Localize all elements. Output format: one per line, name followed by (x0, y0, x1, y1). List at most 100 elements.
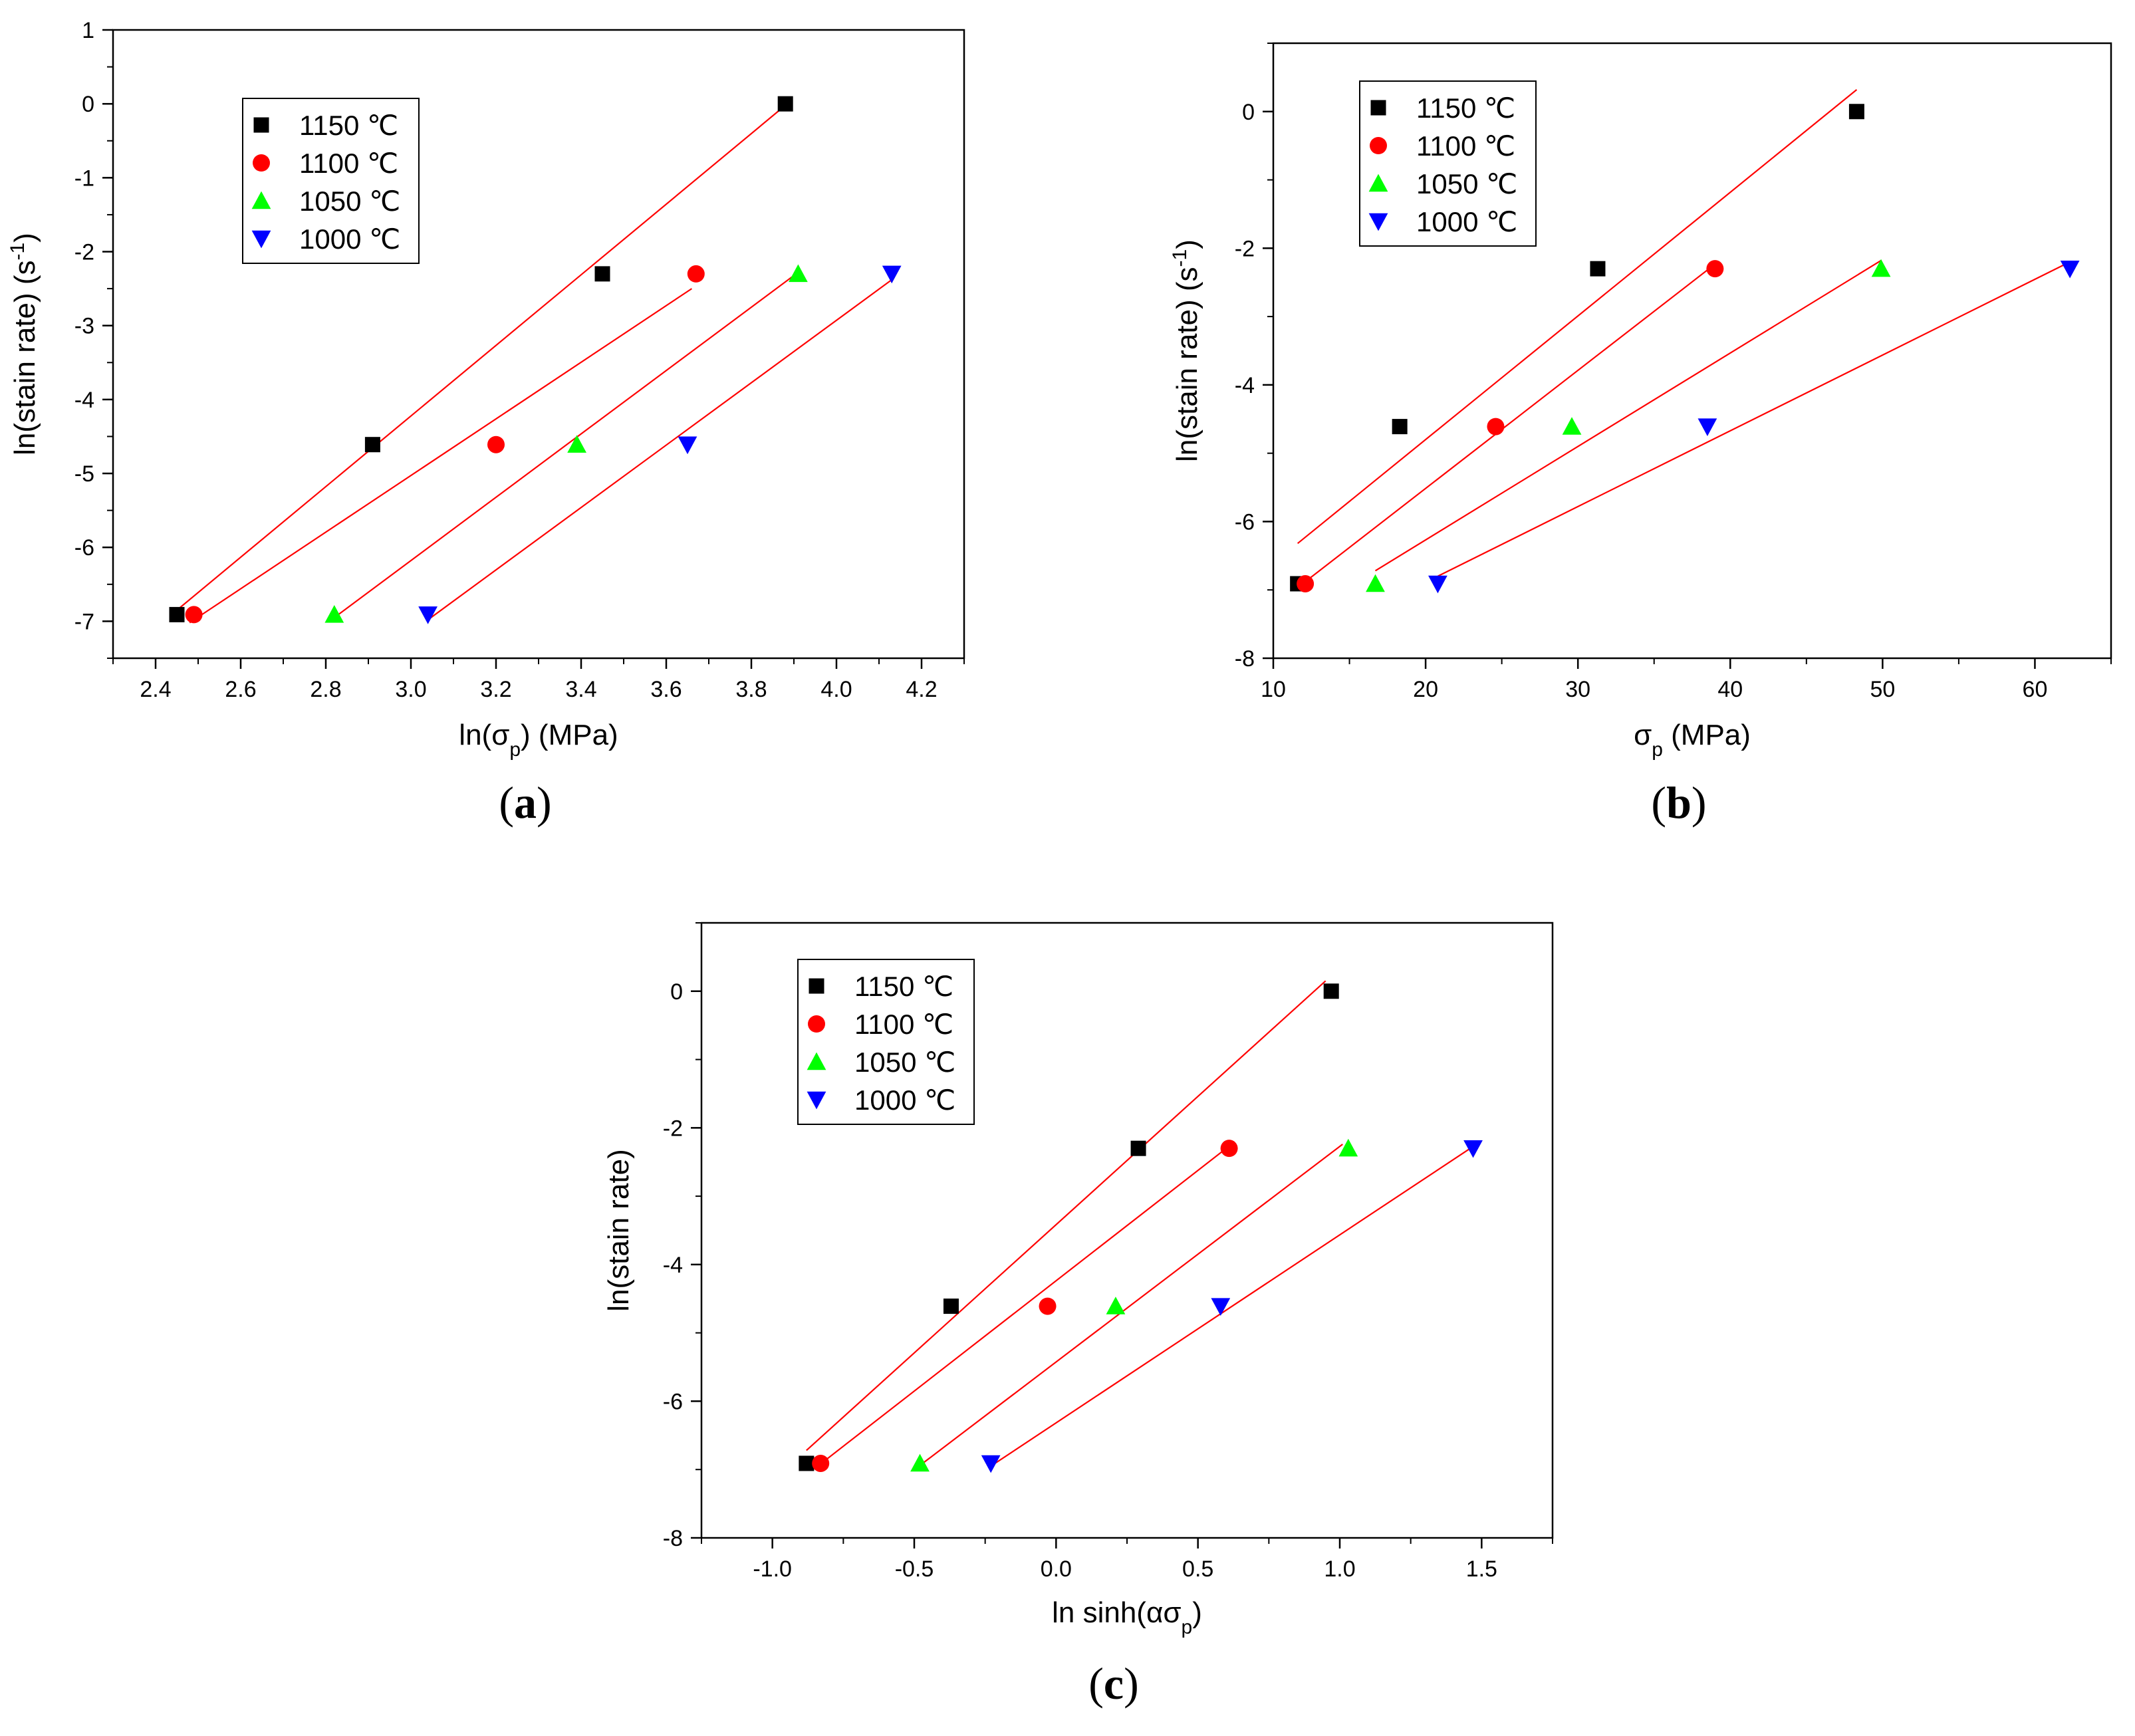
legend-marker (807, 1052, 826, 1070)
y-tick-label: -7 (74, 609, 94, 634)
y-tick-label: 0 (670, 979, 683, 1005)
data-point (185, 606, 203, 624)
y-tick-label: -4 (663, 1253, 683, 1278)
data-point (1590, 261, 1606, 277)
data-point (882, 265, 902, 284)
y-tick-label: 1 (82, 18, 94, 43)
y-axis-title: ln(stain rate) (s-1) (7, 233, 42, 455)
plot-frame (112, 29, 965, 660)
data-point (1697, 418, 1717, 436)
fit-line (990, 1148, 1471, 1467)
x-tick-label: 10 (1261, 677, 1286, 702)
y-tick-label: 0 (82, 92, 94, 117)
legend-marker (251, 191, 271, 209)
x-tick-label: 50 (1870, 677, 1895, 702)
legend-label: 1050 ℃ (1416, 168, 1517, 199)
data-point (910, 1453, 930, 1472)
fit-line (817, 1148, 1227, 1467)
y-tick-label: -2 (74, 240, 94, 265)
data-point (567, 435, 586, 453)
data-point (687, 265, 705, 283)
data-point (1130, 1140, 1146, 1156)
data-point (1323, 983, 1339, 999)
legend-label: 1150 ℃ (854, 971, 953, 1002)
legend-marker (1368, 213, 1388, 231)
data-point (1106, 1297, 1126, 1314)
fit-line (806, 980, 1326, 1451)
legend-label: 1050 ℃ (299, 186, 400, 217)
legend-box (242, 98, 420, 264)
x-tick-label: -0.5 (895, 1556, 934, 1582)
fit-line (1297, 89, 1858, 545)
y-tick-label: -6 (1235, 509, 1255, 535)
y-axis-title: ln(stain rate) (s-1) (1169, 239, 1204, 462)
data-point (1428, 575, 1447, 594)
x-tick-label: 0.0 (1041, 1556, 1072, 1582)
panel-label: (a) (499, 777, 551, 828)
data-point (2060, 260, 2080, 279)
x-axis-title: ln(σp) (MPa) (459, 719, 618, 761)
data-point (1487, 418, 1505, 435)
data-point (1706, 260, 1724, 278)
legend-marker (253, 154, 270, 172)
y-axis-title: ln(stain rate) (602, 1149, 635, 1312)
legend-marker (807, 1091, 826, 1110)
fit-line (189, 288, 693, 624)
chart-panel-1: 2.4 2.6 2.8 3.0 3.2 3.4 3.6 3.8 4.0 4.2 1 0 -1 -2 -3 -4… (7, 18, 965, 828)
x-tick-label: 1.5 (1466, 1556, 1497, 1582)
data-point (1562, 417, 1582, 435)
x-tick-label: 3.6 (650, 677, 682, 702)
x-tick-label: 40 (1717, 677, 1743, 702)
legend-marker (253, 117, 269, 133)
y-tick-label: -5 (74, 461, 94, 487)
data-point (799, 1455, 815, 1471)
y-tick-label: -8 (663, 1526, 683, 1551)
legend-label: 1050 ℃ (854, 1047, 955, 1078)
fit-line (334, 271, 799, 618)
data-point (943, 1299, 959, 1314)
x-tick-label: 2.4 (140, 677, 171, 702)
x-tick-label: 2.8 (310, 677, 341, 702)
legend-label: 1000 ℃ (1416, 206, 1517, 237)
fit-line (427, 279, 892, 621)
legend-box (1359, 80, 1537, 247)
x-tick-label: 3.2 (480, 677, 511, 702)
data-point (678, 436, 697, 455)
legend-label: 1100 ℃ (854, 1009, 953, 1040)
y-tick-label: -4 (1235, 373, 1255, 398)
data-point (1366, 574, 1385, 592)
y-tick-label: -6 (74, 535, 94, 560)
data-point (981, 1455, 1001, 1473)
fit-line (176, 104, 786, 611)
data-point (1392, 419, 1408, 435)
legend-box (797, 959, 975, 1125)
y-tick-label: 0 (1242, 100, 1255, 125)
y-tick-label: -8 (1235, 646, 1255, 672)
x-tick-label: 3.4 (565, 677, 596, 702)
x-tick-label: 1.0 (1324, 1556, 1355, 1582)
data-point (1039, 1297, 1057, 1315)
x-tick-label: 60 (2023, 677, 2048, 702)
panel-label: (b) (1651, 777, 1706, 828)
fit-line (1437, 261, 2071, 577)
y-tick-label: -2 (1235, 236, 1255, 261)
y-tick-label: -1 (74, 166, 94, 191)
y-tick-label: -3 (74, 314, 94, 339)
data-point (1211, 1298, 1231, 1316)
x-tick-label: -1.0 (753, 1556, 792, 1582)
y-tick-label: -6 (663, 1389, 683, 1414)
x-tick-label: 3.0 (395, 677, 426, 702)
legend-label: 1150 ℃ (299, 110, 398, 141)
y-tick-label: -2 (663, 1116, 683, 1141)
fit-line (1305, 265, 1714, 582)
legend-marker (808, 1015, 825, 1033)
chart-panel-3: -1.0 -0.5 0.0 0.5 1.0 1.5 0 -2 -4 -6 -8 ln sinh(ασp… (602, 922, 1554, 1709)
x-tick-label: 20 (1413, 677, 1438, 702)
data-point (169, 606, 185, 622)
chart-panel-2: 10 20 30 40 50 60 0 -2 -4 -6 -8 σp (MPa) ln(stain ra… (1169, 42, 2112, 828)
legend-label: 1100 ℃ (1416, 130, 1515, 162)
data-point (324, 605, 344, 623)
data-point (1338, 1138, 1358, 1157)
fit-line (919, 1144, 1343, 1466)
